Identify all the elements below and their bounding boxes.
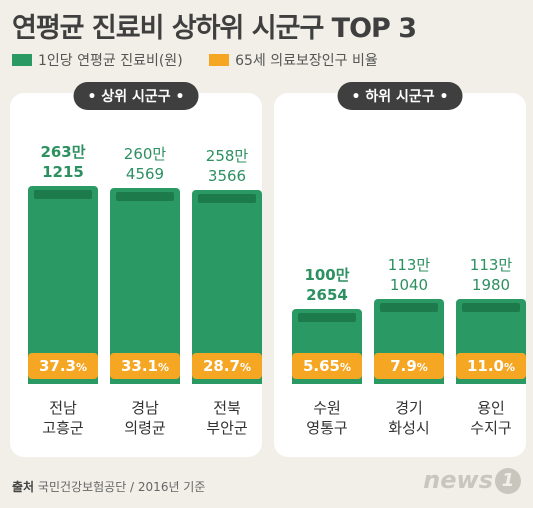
bar-cap bbox=[298, 313, 356, 322]
region-line-1: 전남 bbox=[49, 399, 77, 417]
ratio-badge: 5.65% bbox=[292, 353, 362, 379]
ratio-badge: 28.7% bbox=[192, 353, 262, 379]
ratio-value: 7.9 bbox=[390, 357, 417, 375]
source-label: 출처 bbox=[12, 480, 35, 494]
legend: 1인당 연평균 진료비(원) 65세 의료보장인구 비율 bbox=[12, 50, 400, 70]
ratio-value: 37.3 bbox=[38, 357, 76, 375]
panel-title-bottom-text: 하위 시군구 bbox=[365, 89, 435, 105]
region-line-1: 전북 bbox=[213, 399, 241, 417]
ratio-value: 33.1 bbox=[120, 357, 158, 375]
region-line-2: 의령균 bbox=[124, 419, 166, 437]
bar-cap bbox=[380, 303, 438, 312]
region-line-2: 영통구 bbox=[306, 419, 348, 437]
bar-value-label: 263만 1215 bbox=[18, 142, 108, 182]
ratio-unit: % bbox=[157, 361, 170, 374]
bar-cap bbox=[116, 192, 174, 201]
value-line-2: 3566 bbox=[207, 167, 247, 185]
value-line-2: 1215 bbox=[42, 163, 84, 181]
region-line-1: 용인 bbox=[477, 399, 505, 417]
legend-label-cost: 1인당 연평균 진료비(원) bbox=[38, 53, 183, 69]
ratio-badge: 7.9% bbox=[374, 353, 444, 379]
ratio-badge: 33.1% bbox=[110, 353, 180, 379]
value-line-2: 4569 bbox=[125, 165, 165, 183]
region-line-1: 경기 bbox=[395, 399, 423, 417]
bar-cap bbox=[198, 194, 256, 203]
logo-badge: 1 bbox=[495, 468, 521, 494]
source: 출처 국민건강보험공단 / 2016년 기준 bbox=[12, 478, 205, 495]
ratio-unit: % bbox=[503, 361, 516, 374]
bar-value-label: 113만 1980 bbox=[446, 255, 533, 295]
ratio-unit: % bbox=[239, 361, 252, 374]
value-line-1: 100만 bbox=[304, 266, 350, 284]
region-line-2: 화성시 bbox=[388, 419, 430, 437]
ratio-unit: % bbox=[75, 361, 88, 374]
ratio-value: 5.65 bbox=[302, 357, 340, 375]
ratio-unit: % bbox=[416, 361, 428, 374]
value-line-1: 113만 bbox=[469, 256, 513, 274]
value-line-2: 1040 bbox=[389, 276, 429, 294]
panel-title-top: • 상위 시군구 • bbox=[73, 82, 199, 110]
value-line-1: 258만 bbox=[205, 147, 249, 165]
ratio-value: 28.7 bbox=[202, 357, 240, 375]
region-line-2: 고흥군 bbox=[42, 419, 84, 437]
bar-cap bbox=[462, 303, 520, 312]
legend-swatch-orange bbox=[209, 54, 230, 66]
region-line-2: 부안군 bbox=[206, 419, 248, 437]
panel-title-bottom: • 하위 시군구 • bbox=[337, 82, 463, 110]
ratio-badge: 11.0% bbox=[456, 353, 526, 379]
bar-cap bbox=[34, 190, 92, 199]
ratio-unit: % bbox=[339, 361, 352, 374]
bar-value-label: 258만 3566 bbox=[182, 146, 272, 186]
bar-value-label: 113만 1040 bbox=[364, 255, 454, 295]
value-line-1: 113만 bbox=[387, 256, 431, 274]
bar-cost bbox=[192, 190, 262, 384]
ratio-value: 11.0 bbox=[466, 357, 504, 375]
bar-value-label: 260만 4569 bbox=[100, 144, 190, 184]
value-line-1: 260만 bbox=[123, 145, 167, 163]
logo-text: news bbox=[423, 466, 493, 494]
region-line-1: 수원 bbox=[313, 399, 341, 417]
value-line-1: 263만 bbox=[40, 143, 86, 161]
legend-item-cost: 1인당 연평균 진료비(원) bbox=[12, 50, 183, 70]
value-line-2: 2654 bbox=[306, 286, 348, 304]
region-line-2: 수지구 bbox=[470, 419, 512, 437]
value-line-2: 1980 bbox=[471, 276, 511, 294]
legend-item-ratio: 65세 의료보장인구 비율 bbox=[209, 50, 378, 70]
legend-swatch-green bbox=[12, 54, 32, 66]
source-text: 국민건강보험공단 / 2016년 기준 bbox=[37, 480, 206, 494]
bar-cost bbox=[28, 186, 98, 384]
bar-cost bbox=[110, 188, 180, 384]
bar-value-label: 100만 2654 bbox=[282, 265, 372, 305]
chart-title: 연평균 진료비 상하위 시군구 TOP 3 bbox=[12, 13, 417, 44]
legend-label-ratio: 65세 의료보장인구 비율 bbox=[235, 53, 378, 69]
news1-logo: news 1 bbox=[423, 466, 521, 494]
ratio-badge: 37.3% bbox=[28, 353, 98, 379]
panel-title-top-text: 상위 시군구 bbox=[101, 89, 171, 105]
region-line-1: 경남 bbox=[131, 399, 159, 417]
